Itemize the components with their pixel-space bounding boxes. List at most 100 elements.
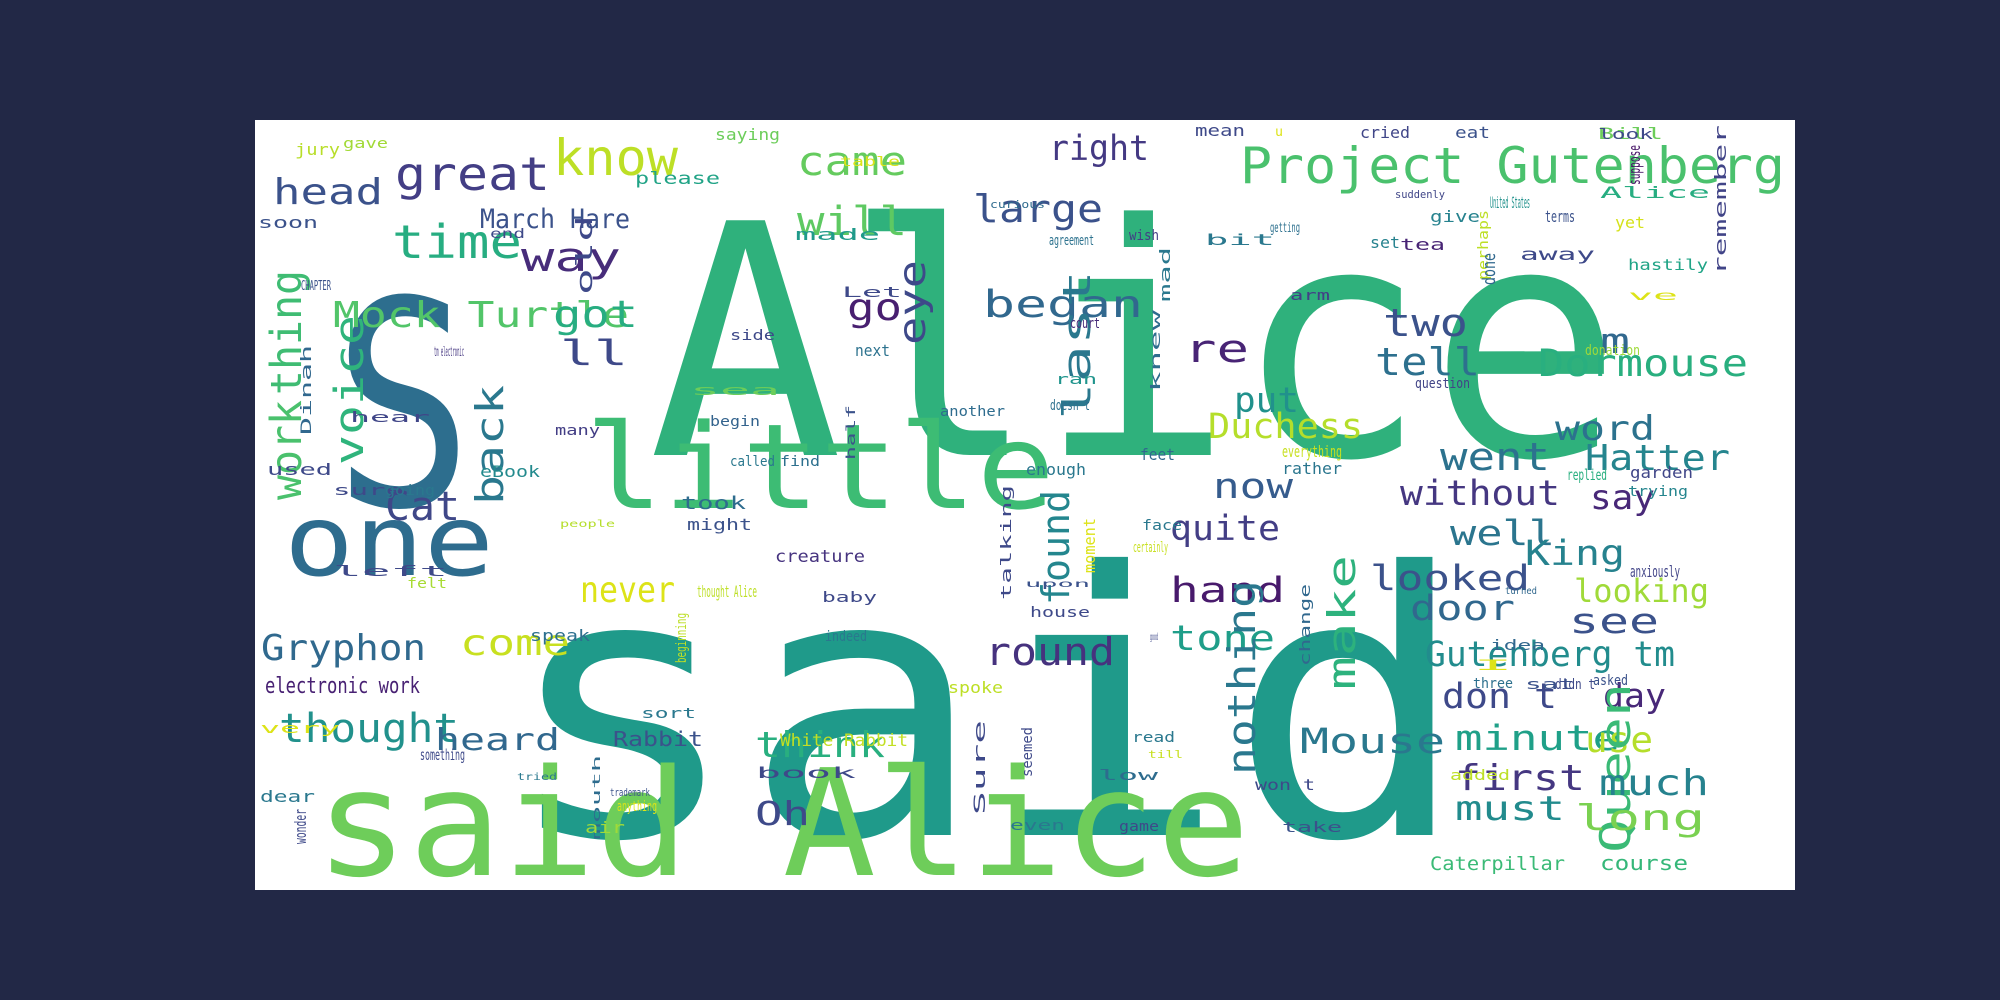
word-cloud-word: thought xyxy=(279,706,459,752)
word-cloud-word: now xyxy=(1213,467,1294,507)
word-cloud-word: replied xyxy=(1567,466,1607,484)
word-cloud-word: going xyxy=(385,483,435,499)
word-cloud-word: mad xyxy=(1158,247,1174,302)
word-cloud-word: tried xyxy=(517,772,557,783)
word-cloud-word: people xyxy=(560,519,615,530)
word-cloud-word: come xyxy=(460,623,570,664)
word-cloud-word: I xyxy=(1473,658,1513,674)
word-cloud-word: garden xyxy=(1630,463,1693,482)
word-cloud-word: use xyxy=(1585,720,1653,761)
word-cloud-word: hand xyxy=(1170,571,1285,611)
word-cloud-word: everything xyxy=(1282,442,1342,461)
word-cloud-word: sea xyxy=(690,383,780,399)
word-cloud-word: back xyxy=(468,385,512,505)
word-cloud-word: hastily xyxy=(1628,256,1708,274)
word-cloud-word: might xyxy=(687,515,752,534)
word-cloud-word: very xyxy=(260,721,340,737)
word-cloud-word: will xyxy=(797,199,907,245)
word-cloud-word: minute xyxy=(1455,719,1620,759)
word-cloud-word: beginning xyxy=(674,613,690,663)
word-cloud-word: Project Gutenberg xyxy=(1240,137,1785,195)
word-cloud-word: work xyxy=(262,400,312,500)
word-cloud-word: mouth xyxy=(590,755,603,840)
word-cloud-word: much xyxy=(1599,763,1709,804)
word-cloud-word: gave xyxy=(343,136,388,152)
word-cloud-word: called xyxy=(730,454,775,470)
word-cloud-word: Gryphon xyxy=(261,628,426,669)
word-cloud-word: last xyxy=(1055,270,1099,420)
word-cloud-word: question xyxy=(1415,376,1470,392)
word-cloud-word: find xyxy=(780,454,820,470)
word-cloud-word: speak xyxy=(530,626,590,645)
word-cloud-word: trying xyxy=(1628,484,1688,500)
word-cloud-word: mean xyxy=(1195,121,1245,140)
word-cloud-word: say xyxy=(1590,478,1655,518)
word-cloud-word: said Alice xyxy=(315,738,1250,890)
word-cloud-word: went xyxy=(1440,435,1550,479)
word-cloud-word: curious xyxy=(990,198,1045,211)
word-cloud-word: S xyxy=(333,241,473,573)
word-cloud-word: u xyxy=(1275,125,1283,140)
word-cloud-word: court xyxy=(1070,316,1100,332)
word-cloud-word: first xyxy=(1455,758,1585,799)
word-cloud-word: heard xyxy=(435,723,560,758)
word-cloud-word: next xyxy=(855,341,890,360)
word-cloud-word: set xyxy=(1370,233,1400,252)
word-cloud-word: course xyxy=(1600,851,1688,875)
word-cloud-word: door xyxy=(1410,589,1515,629)
word-cloud-word: air xyxy=(585,818,625,837)
word-cloud-word: eye xyxy=(891,260,934,345)
word-cloud-word: looked xyxy=(1370,559,1530,599)
word-cloud-word: never xyxy=(580,570,675,611)
word-cloud-word: tea xyxy=(1400,235,1445,254)
word-cloud-word: m xyxy=(1600,322,1630,362)
word-cloud-word: re xyxy=(1184,327,1249,371)
word-cloud-word: soon xyxy=(258,213,318,232)
word-cloud-word: half xyxy=(844,405,858,460)
word-cloud-word: side xyxy=(730,328,775,344)
word-cloud-word: Sure xyxy=(970,720,989,815)
word-cloud-word: face xyxy=(1142,518,1182,534)
word-cloud-word: jury xyxy=(295,140,340,159)
word-cloud-word: see xyxy=(1569,602,1659,642)
word-cloud-word: Let xyxy=(842,285,902,301)
word-cloud-word: wish xyxy=(1129,228,1159,244)
word-cloud-word: thing xyxy=(262,270,312,395)
word-cloud-word: creature xyxy=(775,547,865,567)
word-cloud-word: begin xyxy=(710,414,760,430)
word-cloud-word: without xyxy=(1400,474,1560,514)
word-cloud-word: wonder xyxy=(291,809,310,844)
word-cloud-word: make xyxy=(1320,555,1364,690)
word-cloud-word: King xyxy=(1525,534,1625,574)
word-cloud-word: remember xyxy=(1711,124,1730,275)
word-cloud-word: look xyxy=(1598,127,1654,143)
word-cloud-word: many xyxy=(555,423,600,439)
word-cloud-word: day xyxy=(1603,676,1666,715)
word-cloud-word: house xyxy=(1030,605,1090,621)
word-cloud-word: time xyxy=(392,215,522,269)
word-cloud-word: turned xyxy=(1505,586,1537,597)
word-cloud-word: moment xyxy=(1080,518,1099,573)
word-cloud-word: round xyxy=(985,630,1115,674)
word-cloud-word: yet xyxy=(1615,213,1645,232)
word-cloud-word: talking xyxy=(999,485,1015,600)
word-cloud-word: looking xyxy=(1574,572,1709,610)
word-cloud-word: Alice xyxy=(648,156,1623,531)
word-cloud-word: indeed xyxy=(825,629,867,645)
word-cloud-word: anything xyxy=(617,799,657,815)
word-cloud-word: Gutenberg tm xyxy=(1425,635,1675,675)
word-cloud-word: Mock Turtle xyxy=(333,295,629,336)
word-cloud-word: electronic work xyxy=(265,674,420,699)
word-cloud-word: old xyxy=(573,215,598,295)
word-cloud-word: another xyxy=(940,404,1005,420)
word-cloud-word: made xyxy=(795,225,880,244)
word-cloud-word: head xyxy=(273,172,383,213)
word-cloud-word: Hatter xyxy=(1585,438,1730,479)
word-cloud-word: tell xyxy=(1375,340,1480,384)
word-cloud-word: sat xyxy=(1525,677,1575,693)
word-cloud-word: two xyxy=(1383,301,1468,345)
word-cloud-word: spoke xyxy=(948,678,1003,697)
word-cloud-word: knew xyxy=(1149,310,1164,392)
word-cloud-word: seemed xyxy=(1020,727,1036,777)
word-cloud-word: go xyxy=(847,286,902,329)
